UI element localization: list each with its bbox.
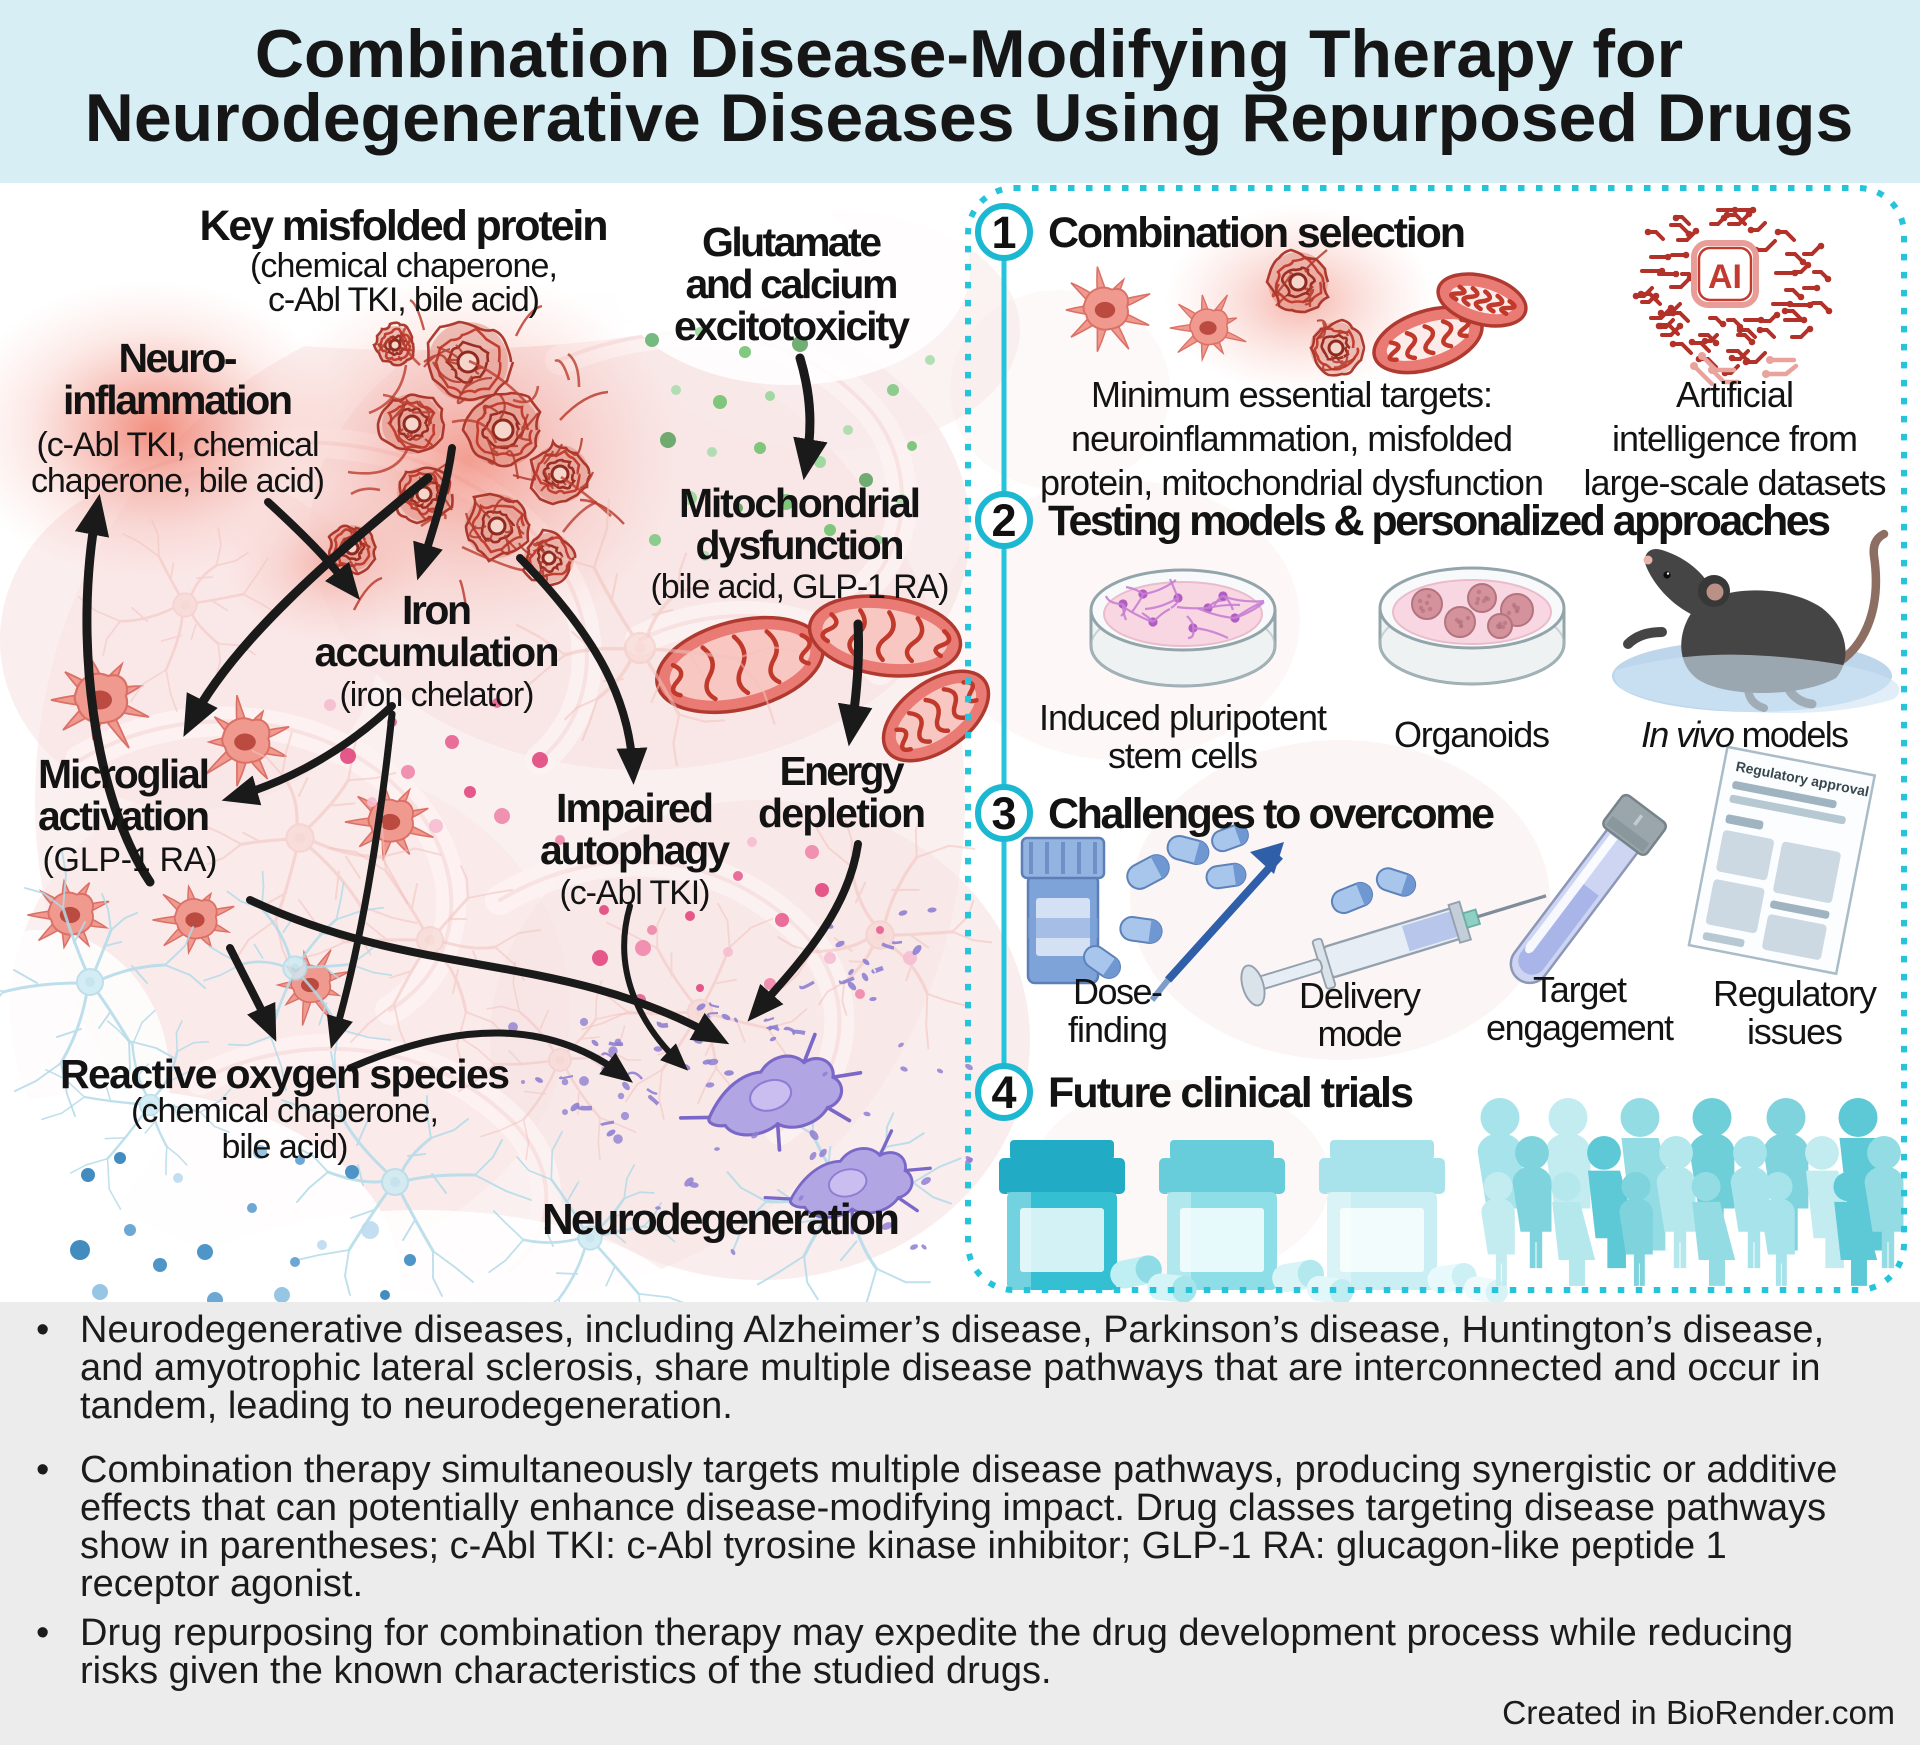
svg-text:3: 3 xyxy=(991,788,1016,839)
svg-text:Glutamate: Glutamate xyxy=(702,219,882,265)
svg-text:Minimum essential targets:: Minimum essential targets: xyxy=(1091,374,1493,415)
svg-text:1: 1 xyxy=(991,207,1016,258)
svg-text:Microglial: Microglial xyxy=(38,751,210,797)
svg-text:Iron: Iron xyxy=(402,587,472,633)
svg-text:autophagy: autophagy xyxy=(540,827,730,873)
svg-text:Reactive oxygen species: Reactive oxygen species xyxy=(60,1051,510,1097)
svg-text:Neurodegeneration: Neurodegeneration xyxy=(542,1195,900,1244)
svg-text:Delivery: Delivery xyxy=(1299,975,1421,1016)
svg-text:dysfunction: dysfunction xyxy=(696,522,905,568)
svg-text:(bile acid, GLP-1 RA): (bile acid, GLP-1 RA) xyxy=(651,568,950,606)
svg-text:neuroinflammation, misfolded: neuroinflammation, misfolded xyxy=(1071,418,1513,459)
svg-text:issues: issues xyxy=(1747,1011,1843,1052)
svg-text:mode: mode xyxy=(1318,1013,1403,1054)
svg-text:Target: Target xyxy=(1533,969,1627,1010)
svg-text:bile acid): bile acid) xyxy=(222,1128,349,1166)
svg-text:protein, mitochondrial dysfunc: protein, mitochondrial dysfunction xyxy=(1040,462,1544,503)
svg-text:2: 2 xyxy=(991,495,1016,546)
svg-text:(chemical chaperone,: (chemical chaperone, xyxy=(131,1092,439,1130)
svg-text:Regulatory: Regulatory xyxy=(1713,973,1877,1014)
svg-text:chaperone, bile acid): chaperone, bile acid) xyxy=(31,462,325,500)
svg-text:activation: activation xyxy=(38,793,210,839)
svg-text:(iron chelator): (iron chelator) xyxy=(340,676,535,714)
svg-text:Testing models & personalized: Testing models & personalized approaches xyxy=(1048,497,1831,545)
svg-text:engagement: engagement xyxy=(1486,1007,1674,1048)
svg-text:Challenges to overcome: Challenges to overcome xyxy=(1048,790,1495,838)
svg-text:inflammation: inflammation xyxy=(63,377,293,423)
svg-text:In vivo models: In vivo models xyxy=(1641,714,1849,755)
svg-text:(c-Abl TKI, chemical: (c-Abl TKI, chemical xyxy=(37,426,320,464)
svg-text:AI: AI xyxy=(1708,258,1742,296)
svg-text:Organoids: Organoids xyxy=(1394,714,1550,755)
svg-text:large-scale datasets: large-scale datasets xyxy=(1584,462,1887,503)
svg-text:Energy: Energy xyxy=(780,748,905,794)
svg-text:stem cells: stem cells xyxy=(1108,735,1258,776)
svg-text:c-Abl TKI, bile acid): c-Abl TKI, bile acid) xyxy=(268,281,540,319)
svg-text:accumulation: accumulation xyxy=(315,629,560,675)
svg-text:finding: finding xyxy=(1068,1009,1168,1050)
svg-text:Artificial: Artificial xyxy=(1676,374,1794,415)
svg-text:excitotoxicity: excitotoxicity xyxy=(674,303,910,349)
svg-text:Combination selection: Combination selection xyxy=(1048,209,1466,257)
svg-text:Impaired: Impaired xyxy=(556,785,714,831)
svg-text:(GLP-1 RA): (GLP-1 RA) xyxy=(43,841,218,879)
svg-text:Future clinical trials: Future clinical trials xyxy=(1048,1069,1414,1117)
svg-text:4: 4 xyxy=(991,1067,1016,1118)
svg-text:Dose-: Dose- xyxy=(1073,971,1163,1012)
svg-text:Mitochondrial: Mitochondrial xyxy=(679,480,921,526)
svg-text:Neuro-: Neuro- xyxy=(119,335,238,381)
svg-text:and calcium: and calcium xyxy=(686,261,899,307)
svg-text:depletion: depletion xyxy=(758,790,926,836)
svg-text:intelligence from: intelligence from xyxy=(1612,418,1858,459)
svg-text:Key misfolded protein: Key misfolded protein xyxy=(200,202,609,250)
svg-text:Induced pluripotent: Induced pluripotent xyxy=(1039,697,1327,738)
svg-text:(chemical chaperone,: (chemical chaperone, xyxy=(250,247,558,285)
svg-text:(c-Abl TKI): (c-Abl TKI) xyxy=(560,874,711,912)
